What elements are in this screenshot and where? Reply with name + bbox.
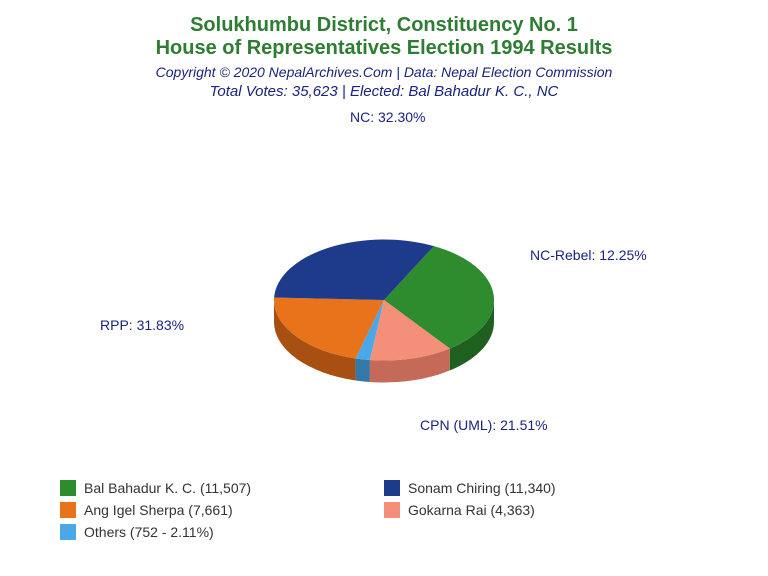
legend-label: Gokarna Rai (4,363)	[408, 502, 535, 518]
copyright-line: Copyright © 2020 NepalArchives.Com | Dat…	[0, 64, 768, 80]
legend-swatch	[60, 524, 76, 540]
legend-item: Others (752 - 2.11%)	[60, 524, 384, 540]
title-line-1: Solukhumbu District, Constituency No. 1	[0, 14, 768, 37]
legend-label: Bal Bahadur K. C. (11,507)	[84, 480, 251, 496]
legend-swatch	[384, 502, 400, 518]
slice-label: RPP: 31.83%	[100, 317, 184, 333]
pie-side	[356, 358, 370, 382]
legend-item: Ang Igel Sherpa (7,661)	[60, 502, 384, 518]
legend: Bal Bahadur K. C. (11,507) Sonam Chiring …	[0, 480, 768, 566]
legend-label: Sonam Chiring (11,340)	[408, 480, 556, 496]
pie-chart: NC: 32.30% NC-Rebel: 12.25% CPN (UML): 21.…	[0, 100, 768, 480]
legend-label: Ang Igel Sherpa (7,661)	[84, 502, 233, 518]
legend-item: Sonam Chiring (11,340)	[384, 480, 708, 496]
legend-swatch	[60, 502, 76, 518]
legend-item: Gokarna Rai (4,363)	[384, 502, 708, 518]
legend-swatch	[384, 480, 400, 496]
slice-label: NC-Rebel: 12.25%	[530, 247, 647, 263]
legend-swatch	[60, 480, 76, 496]
header: Solukhumbu District, Constituency No. 1 …	[0, 0, 768, 100]
pie-svg: NC: 32.30% NC-Rebel: 12.25% CPN (UML): 21.…	[0, 100, 768, 480]
summary-line: Total Votes: 35,623 | Elected: Bal Bahad…	[0, 83, 768, 100]
legend-label: Others (752 - 2.11%)	[84, 524, 214, 540]
title-line-2: House of Representatives Election 1994 R…	[0, 37, 768, 60]
slice-label: NC: 32.30%	[350, 109, 425, 125]
legend-item: Bal Bahadur K. C. (11,507)	[60, 480, 384, 496]
slice-label: CPN (UML): 21.51%	[420, 417, 548, 433]
